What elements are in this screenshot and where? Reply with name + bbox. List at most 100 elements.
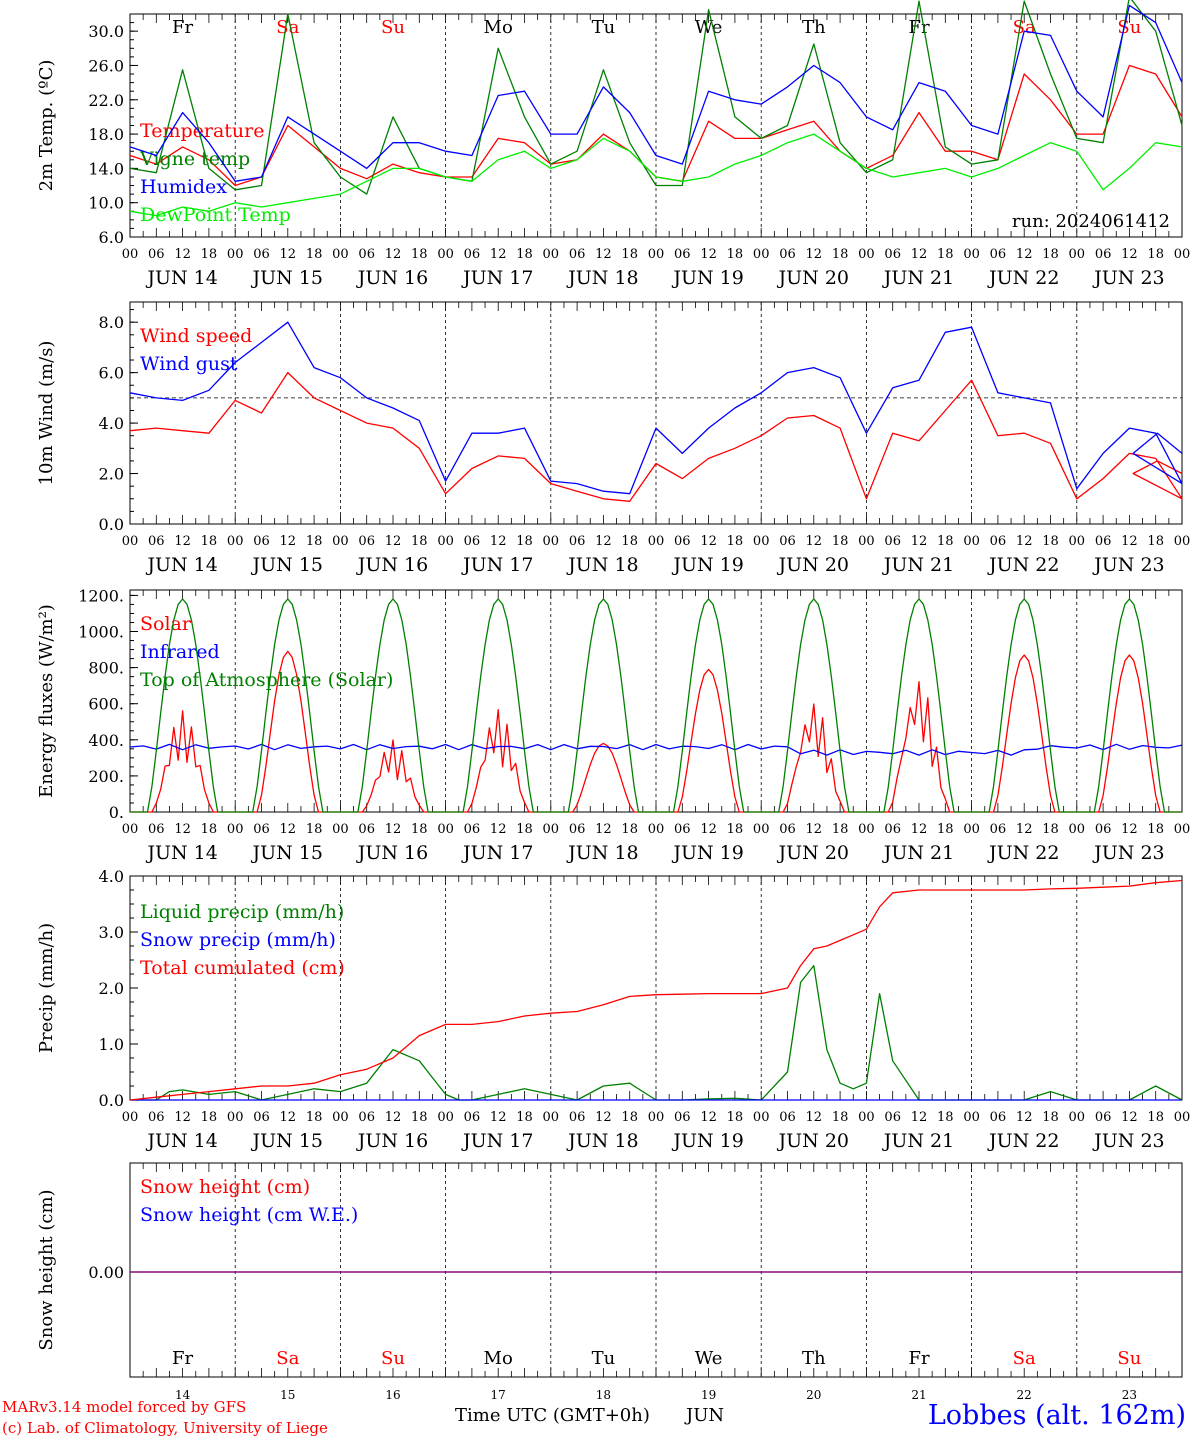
hour-tick-label: 00 <box>753 247 770 262</box>
legend-entry: Snow height (cm) <box>140 1176 310 1198</box>
hour-tick-label: 12 <box>595 247 612 262</box>
hour-tick-label: 18 <box>411 822 428 837</box>
hour-tick-label: 18 <box>1147 1110 1164 1125</box>
hour-tick-label: 06 <box>358 247 375 262</box>
hour-tick-label: 18 <box>937 1110 954 1125</box>
hour-tick-label: 12 <box>1121 822 1138 837</box>
y-tick-label: 600. <box>88 695 124 714</box>
hour-tick-label: 06 <box>990 247 1007 262</box>
series-line <box>129 321 1183 495</box>
hour-tick-label: 00 <box>227 1110 244 1125</box>
hour-tick-label: 00 <box>437 822 454 837</box>
hour-tick-label: 12 <box>595 534 612 549</box>
hour-tick-label: 00 <box>858 822 875 837</box>
date-label: JUN 17 <box>461 842 533 864</box>
hour-tick-label: 18 <box>727 534 744 549</box>
day-name: We <box>695 17 723 38</box>
day-name: Mo <box>484 1348 513 1369</box>
hour-tick-label: 18 <box>1042 247 1059 262</box>
hour-tick-label: 00 <box>543 1110 560 1125</box>
day-number: 22 <box>1017 1388 1032 1402</box>
hour-tick-label: 06 <box>779 247 796 262</box>
hour-tick-label: 06 <box>569 1110 586 1125</box>
day-name: Th <box>802 17 826 38</box>
hour-tick-label: 12 <box>911 822 928 837</box>
date-label: JUN 17 <box>461 267 533 289</box>
series-line <box>129 743 1183 756</box>
date-label: JUN 22 <box>987 267 1059 289</box>
hour-tick-label: 12 <box>385 822 402 837</box>
hour-tick-label: 06 <box>358 1110 375 1125</box>
legend-entry: Snow height (cm W.E.) <box>140 1204 358 1226</box>
date-label: JUN 21 <box>882 1130 954 1152</box>
hour-tick-label: 06 <box>464 822 481 837</box>
date-label: JUN 23 <box>1092 267 1164 289</box>
hour-tick-label: 00 <box>1069 1110 1086 1125</box>
hour-tick-label: 06 <box>148 534 165 549</box>
date-label: JUN 20 <box>777 1130 849 1152</box>
y-tick-label: 200. <box>88 767 124 786</box>
hour-tick-label: 18 <box>621 1110 638 1125</box>
date-label: JUN 14 <box>145 1130 217 1152</box>
y-axis-title: Energy fluxes (W/m²) <box>36 604 57 798</box>
y-tick-label: 14.0 <box>88 159 124 178</box>
hour-tick-label: 12 <box>280 822 297 837</box>
lab-credit: (c) Lab. of Climatology, University of L… <box>2 1419 328 1437</box>
hour-tick-label: 06 <box>253 1110 270 1125</box>
hour-tick-label: 00 <box>543 247 560 262</box>
date-label: JUN 15 <box>251 554 323 576</box>
hour-tick-label: 12 <box>1121 247 1138 262</box>
hour-tick-label: 00 <box>437 247 454 262</box>
date-label: JUN 21 <box>882 842 954 864</box>
hour-tick-label: 06 <box>253 247 270 262</box>
day-name: Su <box>1117 17 1141 38</box>
y-axis-title: 2m Temp. (ºC) <box>36 60 57 192</box>
hour-tick-label: 18 <box>832 822 849 837</box>
hour-tick-label: 06 <box>990 822 1007 837</box>
date-label: JUN 14 <box>145 842 217 864</box>
day-name: Mo <box>484 17 513 38</box>
legend-entry: Wind gust <box>140 353 238 375</box>
hour-tick-label: 00 <box>1174 1110 1191 1125</box>
hour-tick-label: 00 <box>122 1110 139 1125</box>
day-number: 16 <box>385 1388 400 1402</box>
hour-tick-label: 18 <box>832 1110 849 1125</box>
hour-tick-label: 06 <box>779 534 796 549</box>
hour-tick-label: 06 <box>674 822 691 837</box>
hour-tick-label: 18 <box>1147 247 1164 262</box>
series-line <box>129 4 1183 182</box>
hour-tick-label: 18 <box>621 247 638 262</box>
hour-tick-label: 06 <box>884 247 901 262</box>
hour-tick-label: 00 <box>963 247 980 262</box>
day-name: Fr <box>908 17 929 38</box>
hour-tick-label: 06 <box>990 534 1007 549</box>
date-label: JUN 18 <box>566 554 638 576</box>
y-tick-label: 4.0 <box>99 414 124 433</box>
hour-tick-label: 00 <box>1174 822 1191 837</box>
model-credit: MARv3.14 model forced by GFS <box>2 1398 247 1416</box>
series-line <box>129 133 1183 217</box>
date-label: JUN 19 <box>671 554 743 576</box>
date-label: JUN 18 <box>566 842 638 864</box>
hour-tick-label: 18 <box>727 247 744 262</box>
hour-tick-label: 00 <box>858 247 875 262</box>
hour-tick-label: 12 <box>1016 1110 1033 1125</box>
y-tick-label: 4.0 <box>99 867 124 886</box>
hour-tick-label: 06 <box>779 1110 796 1125</box>
hour-tick-label: 18 <box>516 1110 533 1125</box>
y-tick-label: 2.0 <box>99 979 124 998</box>
day-name: Su <box>381 17 405 38</box>
hour-tick-label: 12 <box>490 247 507 262</box>
date-label: JUN 16 <box>356 842 428 864</box>
date-label: JUN 14 <box>145 267 217 289</box>
hour-tick-label: 06 <box>1095 534 1112 549</box>
hour-tick-label: 00 <box>543 822 560 837</box>
hour-tick-label: 18 <box>411 247 428 262</box>
day-name: Su <box>1117 1348 1141 1369</box>
series-line <box>130 598 1182 813</box>
date-label: JUN 15 <box>251 1130 323 1152</box>
hour-tick-label: 00 <box>753 1110 770 1125</box>
hour-tick-label: 18 <box>832 247 849 262</box>
date-label: JUN 19 <box>671 842 743 864</box>
hour-tick-label: 06 <box>1095 1110 1112 1125</box>
